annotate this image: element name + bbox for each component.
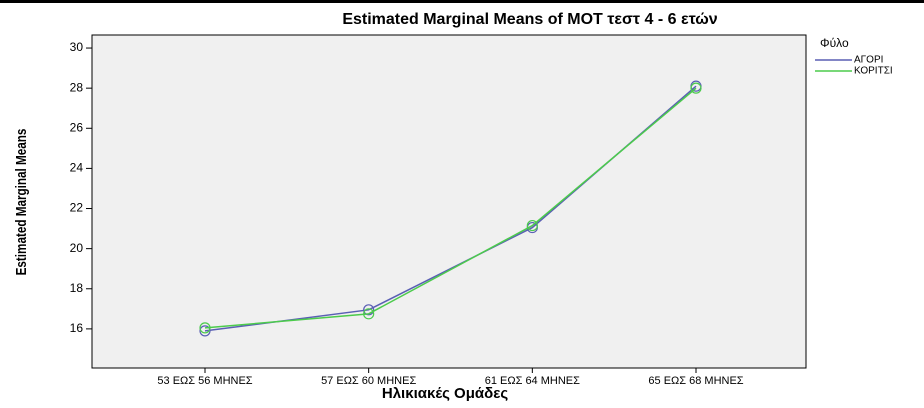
legend-title: Φύλο (820, 36, 849, 50)
y-tick-label: 18 (70, 281, 84, 295)
point-marker (199, 322, 211, 334)
x-tick-label: 65 ΕΩΣ 68 ΜΗΝΕΣ (648, 375, 743, 387)
legend-label: ΚΟΡΙΤΣΙ (854, 66, 893, 77)
legend-label: ΑΓΟΡΙ (854, 55, 883, 66)
y-tick-label: 20 (70, 241, 84, 255)
x-tick-label: 61 ΕΩΣ 64 ΜΗΝΕΣ (485, 375, 580, 387)
y-tick-label: 26 (70, 120, 84, 134)
x-tick-label: 57 ΕΩΣ 60 ΜΗΝΕΣ (321, 375, 416, 387)
y-tick-label: 28 (70, 80, 84, 94)
y-tick-label: 16 (70, 321, 84, 335)
y-tick-label: 30 (70, 40, 84, 54)
y-tick-label: 24 (70, 161, 84, 175)
top-border (0, 0, 924, 3)
series-line (204, 87, 697, 329)
plot-area (91, 34, 807, 369)
point-marker (363, 308, 375, 320)
x-tick-label: 53 ΕΩΣ 56 ΜΗΝΕΣ (157, 375, 252, 387)
y-axis-label: Estimated Marginal Means (13, 129, 30, 276)
point-marker (363, 304, 375, 316)
x-axis-label: Ηλικιακές Ομάδες (382, 385, 508, 402)
point-marker (690, 82, 702, 94)
point-marker (199, 325, 211, 337)
y-tick-label: 22 (70, 201, 84, 215)
chart-title: Estimated Marginal Means of MOT τεστ 4 -… (342, 11, 717, 28)
point-marker (526, 219, 538, 232)
